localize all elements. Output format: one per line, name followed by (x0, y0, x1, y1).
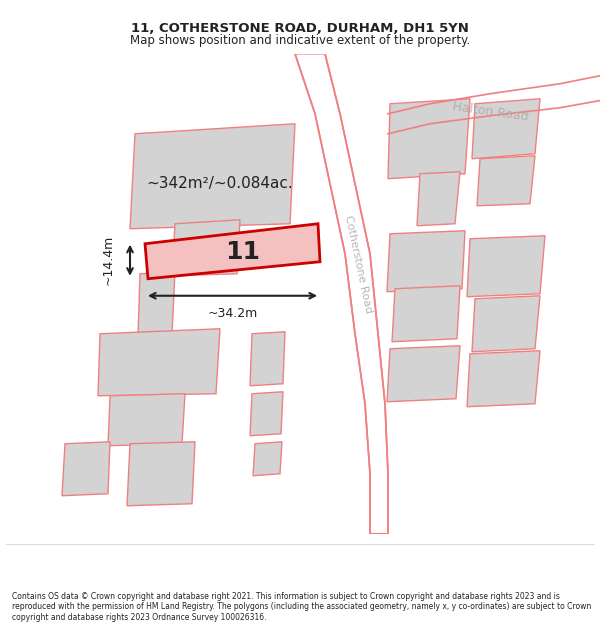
Polygon shape (477, 156, 535, 206)
Text: Cotherstone Road: Cotherstone Road (343, 214, 373, 314)
Polygon shape (138, 272, 175, 336)
Polygon shape (295, 54, 388, 534)
Polygon shape (472, 296, 540, 352)
Polygon shape (127, 442, 195, 506)
Polygon shape (62, 442, 110, 496)
Text: 11, COTHERSTONE ROAD, DURHAM, DH1 5YN: 11, COTHERSTONE ROAD, DURHAM, DH1 5YN (131, 22, 469, 34)
Polygon shape (417, 172, 460, 226)
Polygon shape (467, 351, 540, 407)
Polygon shape (145, 224, 320, 279)
Polygon shape (472, 99, 540, 159)
Text: ~342m²/~0.084ac.: ~342m²/~0.084ac. (146, 176, 293, 191)
Polygon shape (250, 392, 283, 436)
Polygon shape (108, 394, 185, 446)
Text: Map shows position and indicative extent of the property.: Map shows position and indicative extent… (130, 34, 470, 47)
Text: ~14.4m: ~14.4m (101, 235, 115, 286)
Text: Contains OS data © Crown copyright and database right 2021. This information is : Contains OS data © Crown copyright and d… (12, 592, 591, 622)
Polygon shape (388, 99, 470, 179)
Polygon shape (98, 329, 220, 396)
Text: 11: 11 (225, 240, 260, 264)
Text: ~34.2m: ~34.2m (208, 308, 257, 320)
Polygon shape (130, 124, 295, 229)
Polygon shape (387, 231, 465, 292)
Polygon shape (250, 332, 285, 386)
Polygon shape (392, 286, 460, 342)
Polygon shape (145, 224, 320, 279)
Polygon shape (387, 346, 460, 402)
Polygon shape (172, 220, 240, 276)
Polygon shape (253, 442, 282, 476)
Text: Halton Road: Halton Road (451, 100, 529, 124)
Polygon shape (467, 236, 545, 297)
